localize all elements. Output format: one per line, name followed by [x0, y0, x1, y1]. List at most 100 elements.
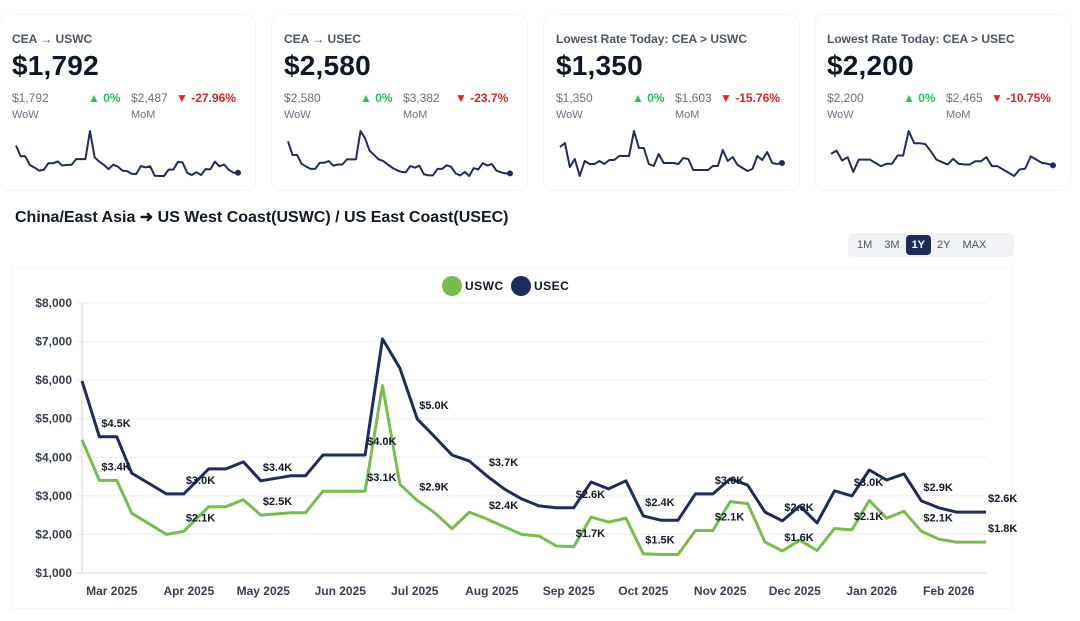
data-label-usec: $4.5K [101, 418, 130, 430]
mom-change: ▼ -23.7% [455, 91, 509, 105]
wow-label: WoW [556, 109, 583, 121]
data-label-usec: $3.4K [263, 462, 292, 474]
range-1m-button[interactable]: 1M [857, 239, 873, 251]
y-tick-label: $7,000 [35, 335, 72, 349]
sparkline-end-dot [507, 170, 513, 177]
wow-change: ▲ 0% [632, 91, 665, 105]
data-label-uswc: $1.5K [645, 535, 674, 547]
sparkline-path [15, 130, 238, 177]
gridlines [76, 302, 986, 574]
range-2y-button[interactable]: 2Y [937, 239, 951, 251]
data-label-usec: $4.0K [367, 436, 396, 448]
data-label-usec: $3.7K [489, 457, 518, 469]
y-tick-label: $6,000 [35, 373, 72, 387]
range-3m-button[interactable]: 3M [884, 239, 900, 251]
mom-prev-value: $2,487 [131, 91, 168, 105]
data-label-usec: $2.6K [988, 493, 1017, 505]
time-range-selector: 1M 3M 1Y 2Y MAX [848, 233, 1014, 257]
x-tick-label: Jul 2025 [391, 584, 439, 598]
x-tick-label: Jan 2026 [846, 584, 897, 598]
data-label-usec: $2.3K [784, 502, 813, 514]
card-cea-uswc[interactable]: CEA → USWC $1,792 $1,792 ▲ 0% $2,487 ▼ -… [0, 15, 255, 190]
sparkline [15, 130, 241, 177]
y-tick-label: $2,000 [35, 527, 72, 541]
x-tick-label: Mar 2025 [86, 584, 138, 598]
card-title: CEA → USEC [284, 32, 361, 46]
mom-label: MoM [675, 109, 700, 121]
data-label-usec: $3.0K [186, 475, 215, 487]
data-label-usec: $3.0K [854, 477, 883, 489]
y-tick-label: $5,000 [35, 412, 72, 426]
data-label-usec: $2.6K [576, 489, 605, 501]
mom-prev-value: $1,603 [675, 91, 712, 105]
legend-label-uswc[interactable]: USWC [465, 279, 504, 293]
x-tick-label: Feb 2026 [923, 584, 975, 598]
x-tick-label: Apr 2025 [163, 584, 214, 598]
series-line-usec[interactable] [80, 337, 986, 525]
data-label-usec: $3.0K [715, 475, 744, 487]
wow-label: WoW [827, 109, 854, 121]
y-tick-label: $8,000 [35, 296, 72, 310]
sparkline-end-dot [235, 169, 241, 176]
data-label-uswc: $2.1K [923, 512, 952, 524]
card-cea-usec[interactable]: CEA → USEC $2,580 $2,580 ▲ 0% $3,382 ▼ -… [272, 15, 527, 190]
chart-panel [12, 268, 1012, 608]
mom-label: MoM [403, 109, 428, 121]
wow-prev-value: $1,350 [556, 91, 593, 105]
y-tick-label: $3,000 [35, 489, 72, 503]
wow-label: WoW [284, 109, 311, 121]
data-labels: $3.4K $2.1K $2.5K $3.1K $2.9K $2.4K $1.7K $1.5K… [101, 400, 1017, 547]
wow-change: ▲ 0% [903, 91, 936, 105]
series-line-uswc[interactable] [80, 384, 986, 556]
mom-label: MoM [131, 109, 156, 121]
range-max-button[interactable]: MAX [962, 239, 987, 251]
legend-swatch-usec[interactable] [511, 276, 531, 296]
legend-swatch-uswc[interactable] [442, 276, 462, 296]
sparkline [830, 130, 1056, 177]
y-tick-label: $1,000 [35, 566, 72, 580]
mom-change: ▼ -10.75% [991, 91, 1051, 105]
mom-prev-value: $2,465 [946, 91, 983, 105]
mom-change: ▼ -27.96% [176, 91, 236, 105]
wow-prev-value: $2,580 [284, 91, 321, 105]
data-label-uswc: $2.9K [419, 481, 448, 493]
legend-label-usec[interactable]: USEC [534, 279, 569, 293]
mom-label: MoM [946, 109, 971, 121]
wow-prev-value: $2,200 [827, 91, 864, 105]
data-label-uswc: $2.5K [263, 496, 292, 508]
data-label-uswc: $1.8K [988, 523, 1017, 535]
sparkline-end-dot [1050, 162, 1056, 169]
x-tick-label: Sep 2025 [543, 584, 595, 598]
sparkline [559, 130, 785, 177]
x-tick-label: Aug 2025 [465, 584, 519, 598]
card-title: CEA → USWC [12, 32, 93, 46]
chart-title: China/East Asia ➜ US West Coast(USWC) / … [15, 209, 509, 226]
x-tick-label: Jun 2025 [315, 584, 367, 598]
data-label-uswc: $2.4K [489, 500, 518, 512]
mom-change: ▼ -15.76% [720, 91, 780, 105]
data-label-uswc: $2.1K [715, 512, 744, 524]
x-tick-label: Nov 2025 [694, 584, 747, 598]
data-label-uswc: $2.1K [854, 511, 883, 523]
legend: USWC USEC [442, 276, 569, 296]
wow-label: WoW [12, 109, 39, 121]
x-tick-label: Oct 2025 [618, 584, 668, 598]
data-label-uswc: $1.7K [576, 528, 605, 540]
x-tick-label: May 2025 [237, 584, 291, 598]
range-1y-button[interactable]: 1Y [905, 235, 932, 255]
data-label-usec: $5.0K [419, 400, 448, 412]
data-label-uswc: $2.1K [186, 512, 215, 524]
sparkline-path [830, 130, 1054, 177]
data-label-usec: $2.4K [645, 497, 674, 509]
sparkline-path [287, 130, 510, 177]
wow-change: ▲ 0% [88, 91, 121, 105]
card-title: Lowest Rate Today: CEA > USWC [556, 32, 748, 46]
card-lowest-usec[interactable]: Lowest Rate Today: CEA > USEC $2,200 $2,… [815, 15, 1070, 190]
x-axis: Mar 2025 Apr 2025 May 2025 Jun 2025 Jul 2025… [86, 584, 975, 598]
y-tick-label: $4,000 [35, 450, 72, 464]
y-axis: $1,000 $2,000 $3,000 $4,000 $5,000 $6,000 $7,0… [35, 296, 72, 580]
card-value: $2,580 [284, 50, 371, 81]
card-lowest-uswc[interactable]: Lowest Rate Today: CEA > USWC $1,350 $1,… [544, 15, 799, 190]
card-value: $1,350 [556, 50, 643, 81]
